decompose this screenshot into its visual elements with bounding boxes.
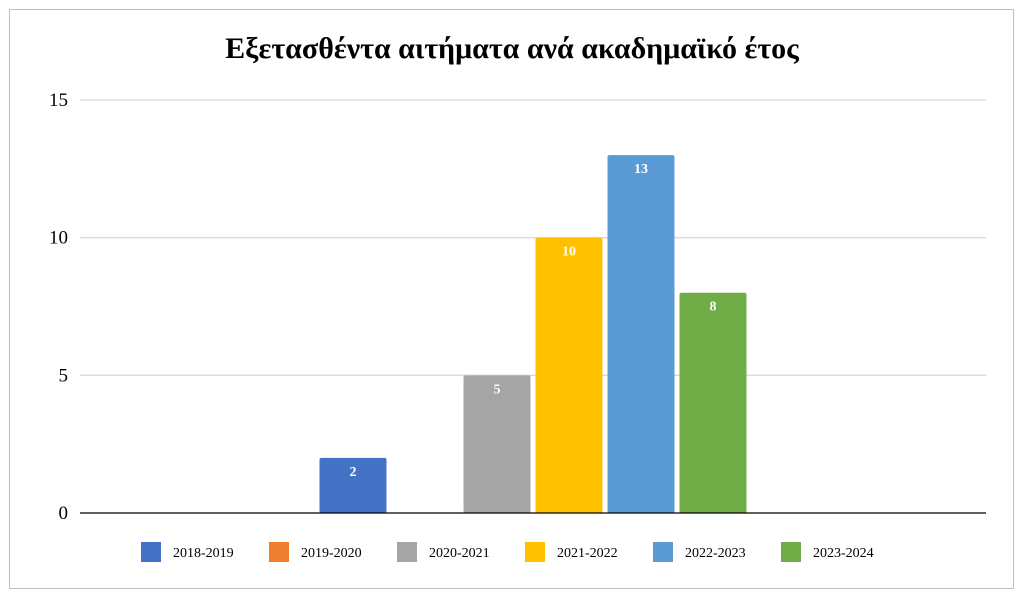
legend-label: 2018-2019 — [173, 546, 234, 561]
data-label: 2 — [350, 465, 357, 480]
y-axis-ticks: 0 5 10 15 — [49, 90, 68, 524]
bars — [319, 155, 747, 514]
bar — [679, 292, 747, 513]
legend-label: 2019-2020 — [301, 546, 362, 561]
legend-swatch — [141, 542, 161, 562]
legend-swatch — [653, 542, 673, 562]
chart-title: Εξετασθέντα αιτήματα ανά ακαδημαϊκό έτος — [225, 32, 799, 65]
data-label: 13 — [634, 162, 648, 177]
legend-swatch — [525, 542, 545, 562]
y-tick-label: 15 — [49, 90, 68, 111]
legend-label: 2021-2022 — [557, 546, 618, 561]
legend-swatch — [781, 542, 801, 562]
data-label: 5 — [494, 382, 501, 397]
y-tick-label: 10 — [49, 228, 68, 249]
legend: 2018-2019 2019-2020 2020-2021 2021-2022 2022… — [141, 542, 874, 562]
bar — [463, 375, 531, 513]
legend-label: 2022-2023 — [685, 546, 746, 561]
data-labels: 2 5 10 13 8 — [350, 162, 717, 480]
gridlines — [80, 99, 986, 376]
legend-label: 2020-2021 — [429, 546, 490, 561]
y-tick-label: 0 — [59, 503, 69, 524]
bar — [607, 155, 675, 514]
bar — [535, 237, 603, 513]
legend-label: 2023-2024 — [813, 546, 874, 561]
legend-swatch — [269, 542, 289, 562]
legend-swatch — [397, 542, 417, 562]
data-label: 8 — [710, 300, 717, 315]
bar — [319, 457, 387, 513]
data-label: 10 — [562, 245, 576, 260]
y-tick-label: 5 — [59, 365, 69, 386]
